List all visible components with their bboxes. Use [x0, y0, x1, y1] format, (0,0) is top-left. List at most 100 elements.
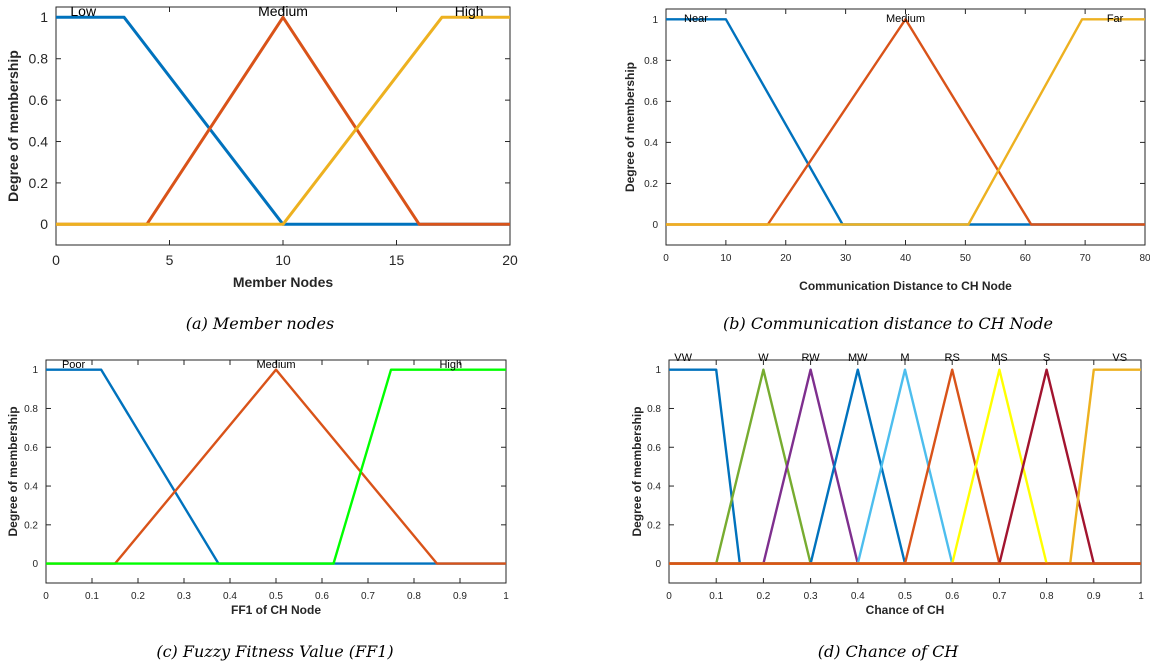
y-tick-label: 0.4 — [24, 482, 38, 493]
y-tick-label: 0.2 — [647, 520, 661, 531]
x-tick-label: 5 — [166, 252, 174, 268]
x-tick-label: 60 — [1020, 253, 1032, 264]
caption-d: (d) Chance of CH — [818, 642, 960, 661]
axes-frame — [45, 359, 507, 584]
series-line-low — [56, 15, 510, 226]
y-tick-label: 0 — [655, 559, 661, 570]
chart-c-ff1: 0 0.1 0.2 0.3 0.4 0.5 0.6 0.7 0.8 0.9 1 0 0.2 0.4 0.6 0… — [6, 359, 509, 617]
x-tick-label: 0.2 — [756, 591, 770, 602]
x-tick-label: 20 — [780, 253, 792, 264]
x-tick-label: 30 — [840, 253, 852, 264]
series-line-poor — [46, 368, 506, 565]
y-tick-label: 1 — [40, 9, 48, 25]
caption-a: (a) Member nodes — [186, 314, 334, 333]
mf-label: MW — [848, 352, 868, 364]
y-tick-label: 0.2 — [644, 179, 658, 190]
y-tick-label: 0 — [652, 220, 658, 231]
x-tick-label: 1 — [503, 591, 509, 602]
y-tick-label: 0.2 — [29, 175, 49, 191]
x-tick-label: 0 — [666, 591, 672, 602]
x-tick-label: 80 — [1139, 253, 1150, 264]
series-line-high — [46, 368, 506, 565]
y-tick-label: 0.6 — [24, 443, 38, 454]
mf-label: Poor — [62, 359, 86, 371]
mf-label: S — [1043, 352, 1050, 364]
y-tick-label: 0.4 — [644, 138, 658, 149]
y-axis-label: Degree of membership — [5, 50, 21, 202]
x-tick-label: 0.1 — [709, 591, 723, 602]
x-axis-label: Chance of CH — [866, 603, 945, 617]
chart-a-member-nodes: 0 5 10 15 20 0 0.2 0.4 0.6 0.8 1 Low Medium High Membe… — [5, 3, 518, 290]
x-tick-label: 10 — [275, 252, 291, 268]
y-tick-label: 0 — [32, 559, 38, 570]
x-tick-label: 0.5 — [898, 591, 912, 602]
x-tick-label: 70 — [1080, 253, 1092, 264]
axes-frame — [55, 6, 511, 246]
mf-label: M — [900, 352, 909, 364]
mf-label: Near — [684, 13, 708, 25]
caption-c: (c) Fuzzy Fitness Value (FF1) — [156, 642, 393, 661]
x-tick-label: 20 — [502, 252, 518, 268]
mf-label: Medium — [886, 13, 925, 25]
x-tick-label: 0.9 — [453, 591, 467, 602]
y-tick-label: 0.4 — [29, 133, 49, 149]
series-line-near — [666, 18, 1145, 226]
y-tick-label: 0.6 — [644, 97, 658, 108]
x-tick-label: 0 — [663, 253, 669, 264]
y-tick-label: 0.6 — [647, 443, 661, 454]
series-line-far — [666, 18, 1145, 226]
x-tick-label: 15 — [389, 252, 405, 268]
series-line-high — [56, 15, 510, 226]
mf-label: High — [455, 3, 484, 19]
y-tick-label: 0.8 — [644, 56, 658, 67]
x-tick-label: 10 — [720, 253, 732, 264]
caption-b: (b) Communication distance to CH Node — [723, 314, 1053, 333]
x-axis-label: Member Nodes — [233, 274, 334, 290]
y-tick-label: 0.8 — [24, 404, 38, 415]
y-axis-label: Degree of membership — [630, 406, 644, 536]
y-tick-label: 0.8 — [647, 404, 661, 415]
x-tick-label: 0 — [52, 252, 60, 268]
x-tick-label: 0.4 — [223, 591, 237, 602]
x-tick-label: 0.7 — [361, 591, 375, 602]
axes-frame — [665, 8, 1146, 246]
x-tick-label: 0.3 — [804, 591, 818, 602]
x-tick-label: 0.4 — [851, 591, 865, 602]
y-tick-label: 0.2 — [24, 520, 38, 531]
x-tick-label: 40 — [900, 253, 912, 264]
mf-label: RS — [945, 352, 960, 364]
mf-label: Low — [70, 3, 97, 19]
x-tick-label: 0.8 — [1040, 591, 1054, 602]
x-tick-label: 0.3 — [177, 591, 191, 602]
y-tick-label: 0.6 — [29, 92, 49, 108]
y-tick-label: 0 — [40, 216, 48, 232]
mf-label: Far — [1107, 13, 1124, 25]
x-axis-label: Communication Distance to CH Node — [799, 279, 1012, 293]
x-tick-label: 0.1 — [85, 591, 99, 602]
y-tick-label: 1 — [32, 365, 38, 376]
x-tick-label: 1 — [1138, 591, 1144, 602]
mf-label: High — [439, 359, 462, 371]
x-tick-label: 0.7 — [992, 591, 1006, 602]
mf-label: W — [758, 352, 769, 364]
y-tick-label: 1 — [652, 15, 658, 26]
x-axis-label: FF1 of CH Node — [231, 603, 321, 617]
x-tick-label: 0 — [43, 591, 49, 602]
chart-b-communication-distance: 0 10 20 30 40 50 60 70 80 0 0.2 0.4 0.6 0.8 1 Near Mediu… — [623, 8, 1150, 293]
x-tick-label: 0.6 — [945, 591, 959, 602]
x-tick-label: 0.2 — [131, 591, 145, 602]
y-tick-label: 1 — [655, 365, 661, 376]
y-tick-label: 0.8 — [29, 51, 49, 67]
y-axis-label: Degree of membership — [6, 406, 20, 536]
mf-label: MS — [991, 352, 1008, 364]
x-tick-label: 0.8 — [407, 591, 421, 602]
x-tick-label: 0.9 — [1087, 591, 1101, 602]
x-tick-label: 0.5 — [269, 591, 283, 602]
mf-label: VS — [1112, 352, 1127, 364]
mf-label: RW — [802, 352, 821, 364]
y-axis-label: Degree of membership — [623, 62, 637, 192]
mf-label: VW — [674, 352, 692, 364]
x-tick-label: 50 — [960, 253, 972, 264]
x-tick-label: 0.6 — [315, 591, 329, 602]
